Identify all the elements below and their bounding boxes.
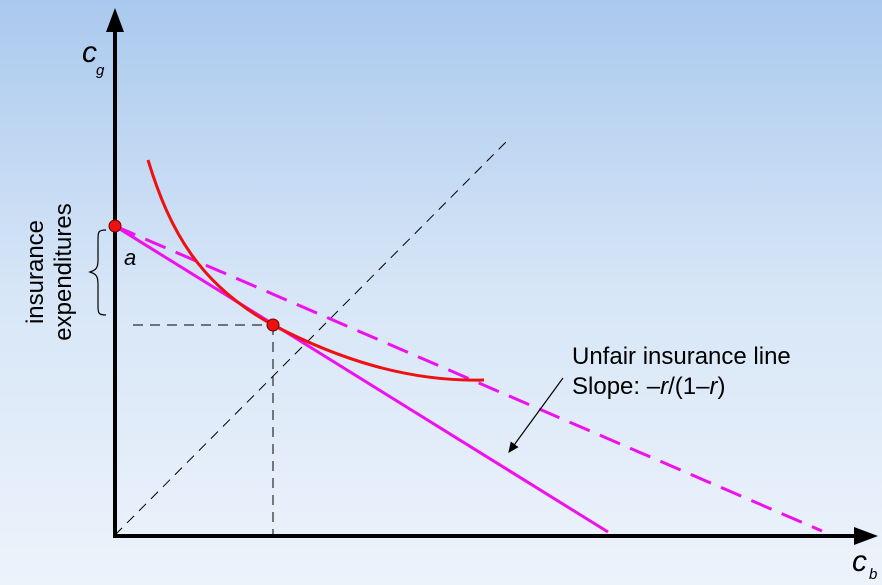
annotation-arrow [508, 377, 564, 453]
bracket-label-line1: insurance [22, 220, 49, 324]
point-a-label: a [124, 245, 136, 270]
y-axis-subscript: g [96, 62, 105, 79]
y-axis-arrowhead [106, 8, 124, 32]
y-axis-label: c [82, 36, 97, 69]
annotation-slope: Slope: –r/(1–r) [572, 373, 725, 400]
optimal-point [266, 318, 280, 332]
expenditures-brace [88, 229, 107, 316]
indifference-curve [146, 159, 485, 382]
unfair-insurance-line [114, 224, 823, 533]
annotation-title: Unfair insurance line [572, 343, 791, 370]
endowment-point [108, 219, 122, 233]
certainty-line [114, 139, 509, 536]
x-axis-arrowhead [854, 527, 878, 545]
fair-insurance-line [114, 224, 609, 534]
bracket-label-line2: expenditures [50, 203, 77, 340]
x-axis-subscript: b [869, 566, 877, 583]
x-axis-label: c [852, 545, 867, 578]
